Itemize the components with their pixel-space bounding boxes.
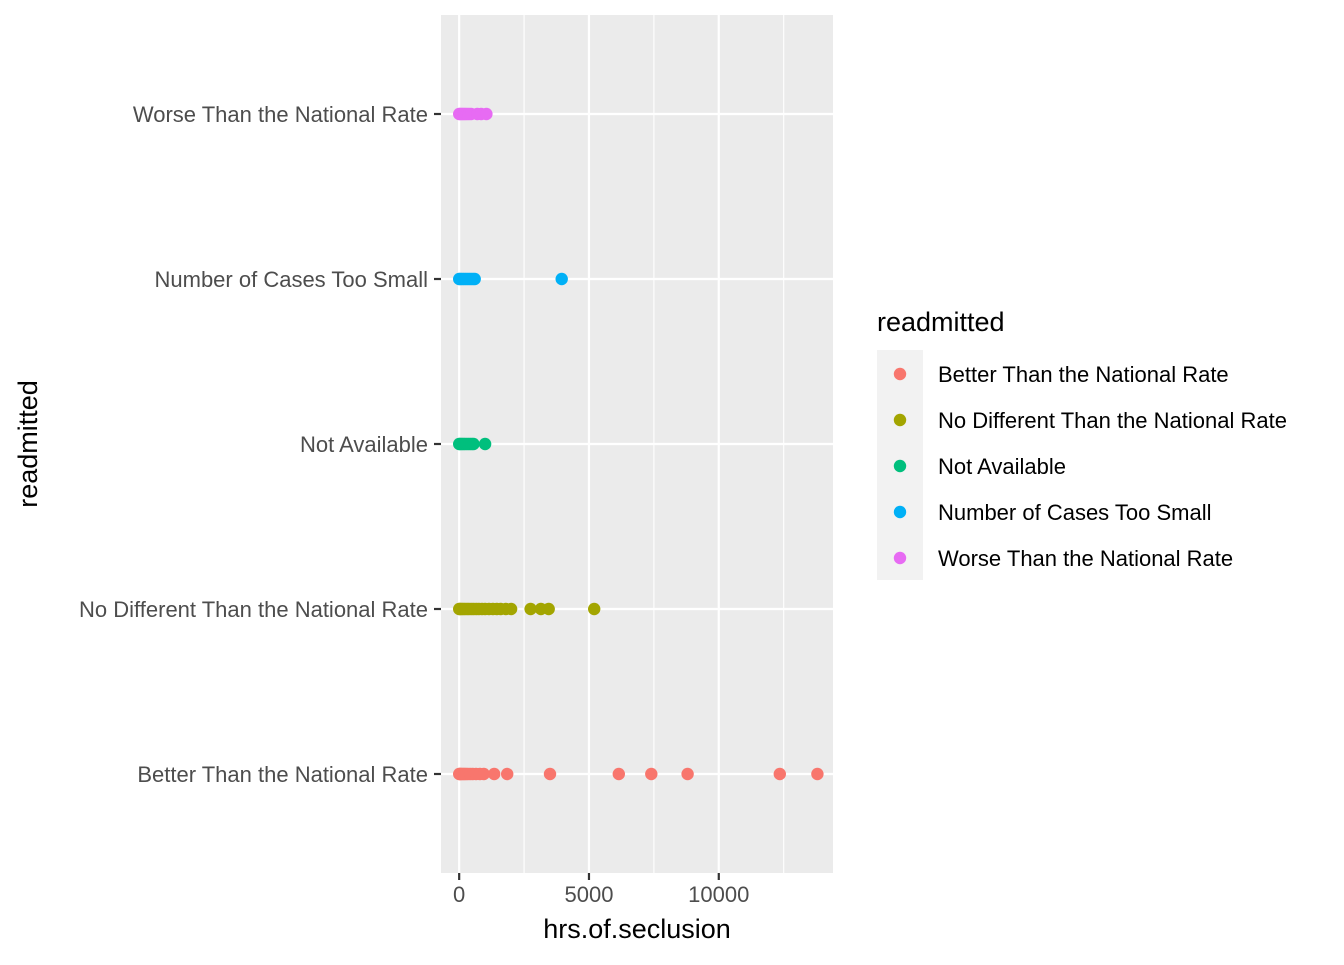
data-point [773,767,786,781]
data-point [555,272,568,286]
data-points [453,107,824,781]
data-point [543,767,557,781]
y-tick-label: Not Available [300,432,428,457]
legend-key [893,551,907,565]
legend-key [893,413,907,427]
x-tick-label: 5000 [564,882,613,907]
y-tick-label: No Different Than the National Rate [79,597,428,622]
data-point [542,602,555,616]
data-point [501,767,514,781]
legend-key [893,505,907,519]
x-axis: 0 5000 10000 [453,873,749,907]
y-tick-label: Number of Cases Too Small [155,267,429,292]
data-point [467,437,480,451]
legend-label: Worse Than the National Rate [938,546,1233,571]
x-tick-label: 0 [453,882,465,907]
y-axis: Better Than the National Rate No Differen… [79,102,441,787]
data-point [480,107,493,121]
legend-title: readmitted [877,307,1005,337]
data-point [524,602,537,616]
x-tick-label: 10000 [688,882,749,907]
legend-label: Number of Cases Too Small [938,500,1212,525]
data-point [504,602,518,616]
legend: readmitted Better Than the National Rate… [877,307,1287,580]
legend-key [893,459,907,473]
data-point [681,767,694,781]
data-point [468,272,481,286]
y-axis-title: readmitted [13,380,43,508]
data-point [811,767,824,781]
data-point [488,767,501,781]
legend-label: Better Than the National Rate [938,362,1229,387]
data-point [478,437,492,451]
legend-key [893,367,907,381]
y-tick-label: Better Than the National Rate [137,762,428,787]
x-axis-title: hrs.of.seclusion [543,914,731,944]
legend-label: No Different Than the National Rate [938,408,1287,433]
data-point [588,602,601,616]
y-tick-label: Worse Than the National Rate [133,102,428,127]
data-point [645,767,658,781]
legend-items: Better Than the National Rate No Differen… [893,362,1287,571]
legend-label: Not Available [938,454,1066,479]
data-point [612,767,625,781]
data-point [477,767,490,781]
